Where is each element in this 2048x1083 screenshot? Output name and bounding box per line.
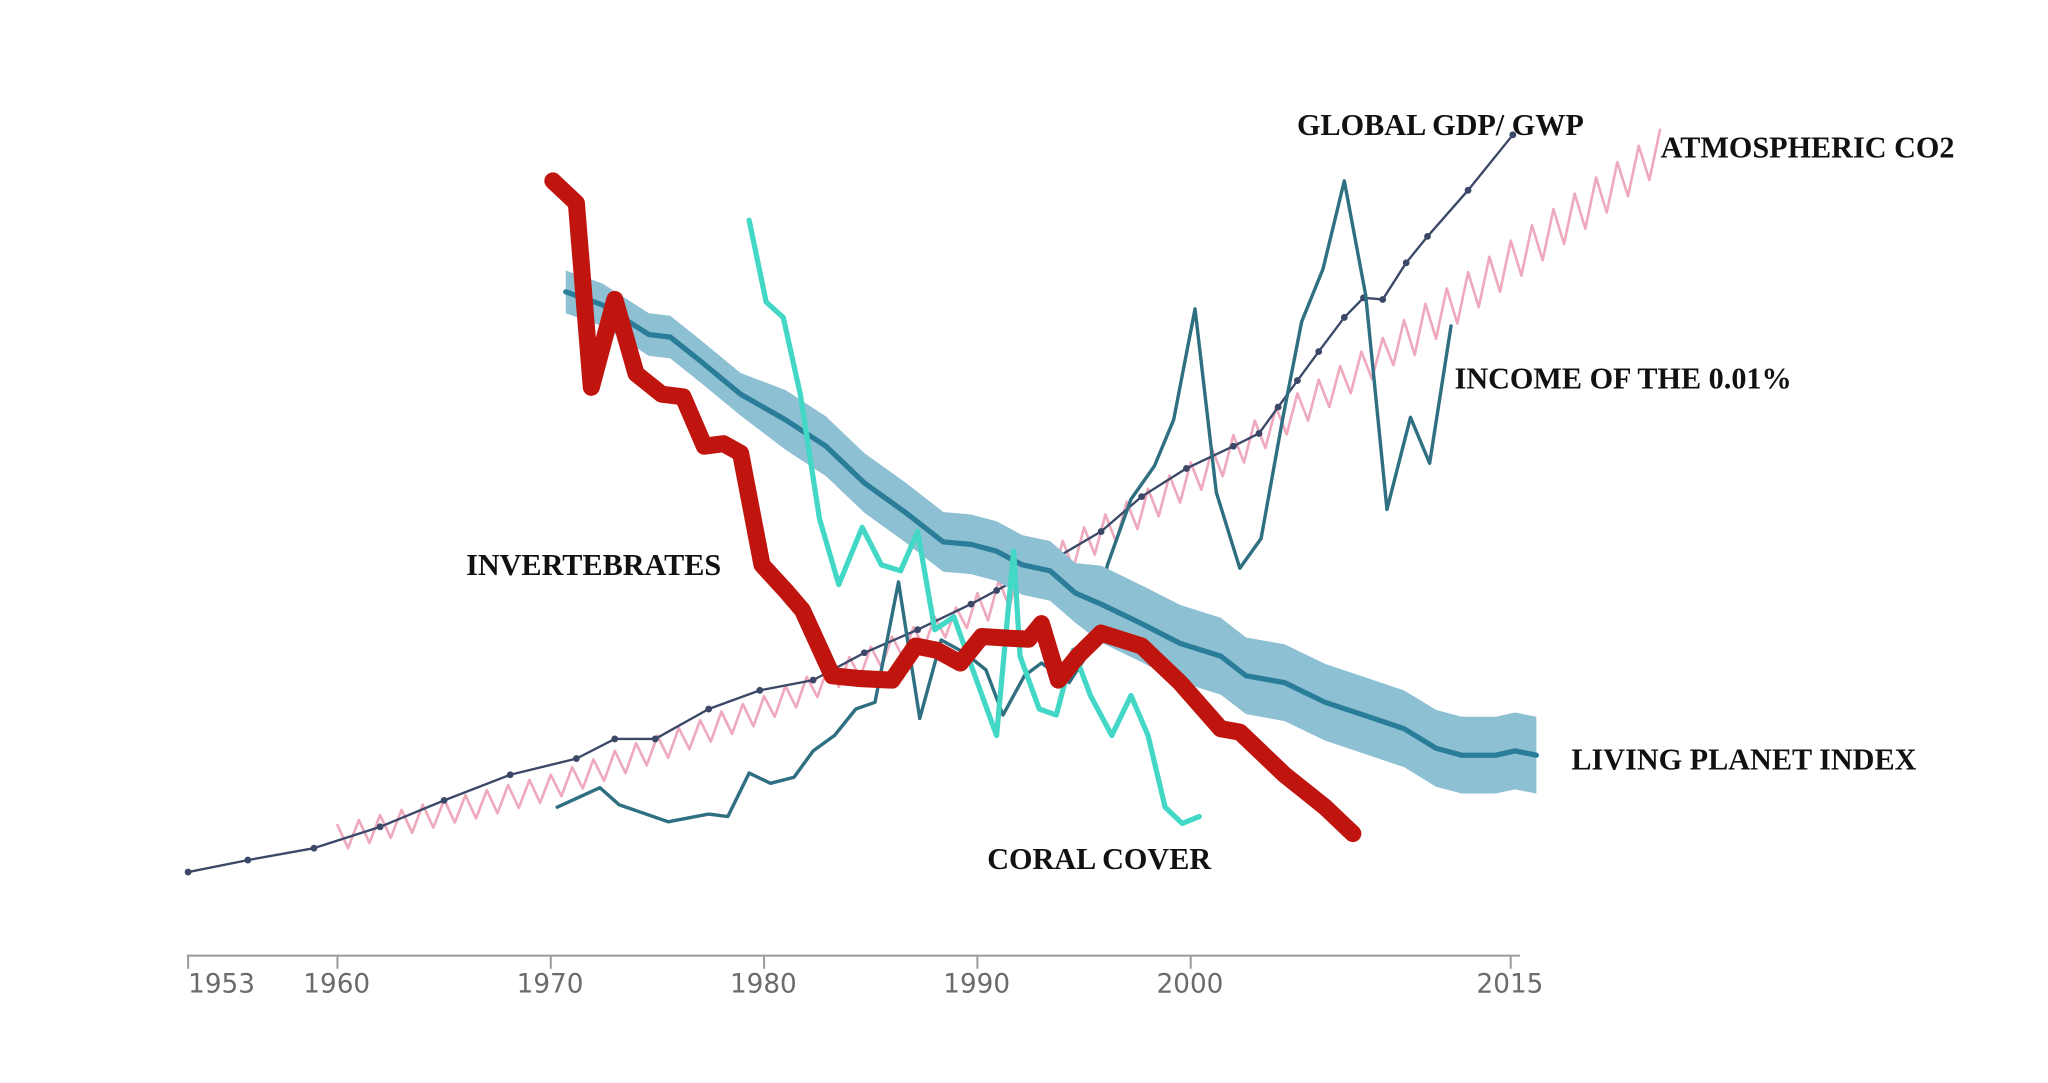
series-marker	[1229, 442, 1237, 450]
x-tick-label: 2000	[1157, 969, 1224, 999]
series-marker	[1315, 348, 1323, 355]
series-marker	[914, 626, 922, 634]
series-label: LIVING PLANET INDEX	[1571, 742, 1916, 776]
series-line	[544, 172, 1362, 843]
confidence-band	[565, 270, 1537, 794]
series-marker	[756, 686, 764, 694]
series-marker	[1402, 259, 1410, 267]
series-label: INVERTEBRATES	[466, 548, 721, 582]
series-line	[187, 133, 1515, 874]
series-marker	[184, 868, 192, 876]
series-marker	[611, 735, 619, 743]
series-line	[555, 179, 1453, 824]
series-label: INCOME OF THE 0.01%	[1455, 362, 1792, 396]
series-marker	[1424, 232, 1431, 240]
series-marker	[376, 823, 384, 831]
series-label: CORAL COVER	[987, 842, 1212, 876]
x-tick-label: 1990	[943, 969, 1010, 999]
series-marker	[310, 844, 318, 852]
x-tick-label: 1970	[517, 969, 584, 999]
series-marker	[860, 649, 868, 657]
series-marker	[572, 755, 580, 762]
series-marker	[1509, 131, 1517, 139]
series-label: GLOBAL GDP/ GWP	[1297, 108, 1584, 142]
series-marker	[705, 705, 713, 713]
series-marker	[440, 796, 448, 804]
series-line	[563, 289, 1539, 758]
series-marker	[1340, 314, 1348, 321]
series-marker	[967, 600, 975, 608]
series-marker	[1274, 403, 1282, 411]
series-marker	[1138, 493, 1146, 501]
series-marker	[506, 771, 514, 779]
series-line	[746, 217, 1202, 827]
series-marker	[809, 676, 817, 684]
series-marker	[244, 856, 252, 864]
x-tick-label: 1960	[303, 969, 370, 999]
series-marker	[1255, 430, 1263, 437]
series-label: ATMOSPHERIC CO2	[1661, 131, 1955, 165]
x-tick-label: 2015	[1477, 969, 1544, 999]
series-marker	[1464, 186, 1472, 194]
series-marker	[1379, 296, 1387, 303]
series-marker	[1293, 377, 1301, 384]
series-marker	[651, 735, 659, 743]
x-tick-label: 1980	[730, 969, 797, 999]
series-marker	[993, 587, 1001, 594]
series-marker	[1183, 465, 1190, 472]
x-tick-label: 1953	[188, 969, 255, 999]
series-marker	[1097, 528, 1105, 536]
